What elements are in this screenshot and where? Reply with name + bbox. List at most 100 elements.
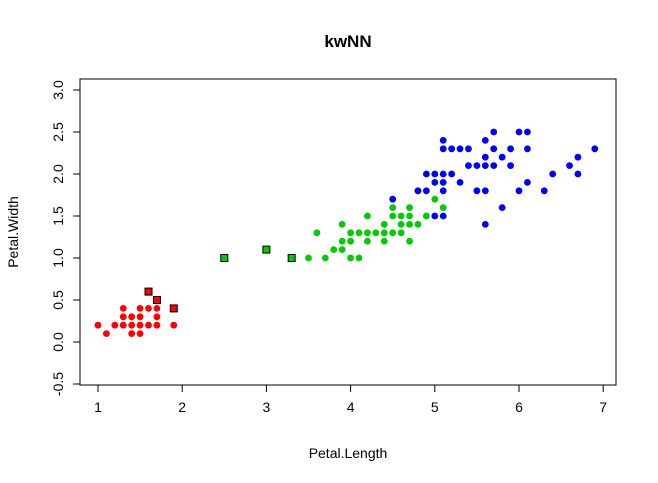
data-point bbox=[347, 254, 354, 262]
data-point bbox=[439, 170, 447, 178]
data-point bbox=[439, 187, 447, 195]
data-point bbox=[103, 330, 110, 337]
data-point bbox=[119, 305, 127, 312]
y-tick-label: 0.0 bbox=[50, 332, 66, 352]
data-point bbox=[94, 321, 102, 329]
data-point bbox=[136, 321, 144, 329]
data-point bbox=[128, 330, 136, 337]
data-point bbox=[465, 145, 472, 153]
data-point bbox=[515, 187, 523, 195]
data-point bbox=[481, 187, 489, 195]
x-tick-label: 6 bbox=[515, 399, 523, 415]
data-point-square bbox=[287, 254, 296, 262]
data-point bbox=[153, 321, 161, 329]
x-tick-label: 2 bbox=[178, 399, 186, 415]
data-point bbox=[574, 170, 582, 178]
data-point bbox=[524, 145, 531, 153]
data-point bbox=[136, 330, 144, 337]
data-point bbox=[321, 254, 329, 262]
data-point bbox=[389, 204, 397, 212]
data-point bbox=[431, 179, 439, 186]
data-point bbox=[313, 229, 321, 237]
x-tick-label: 7 bbox=[599, 399, 607, 415]
y-tick-label: 0.5 bbox=[50, 290, 66, 310]
y-tick-label: 2.5 bbox=[50, 122, 66, 142]
data-point bbox=[389, 229, 397, 237]
plot-frame bbox=[79, 78, 617, 386]
data-point bbox=[456, 145, 464, 153]
data-point bbox=[364, 229, 371, 237]
data-point bbox=[338, 237, 346, 245]
data-point bbox=[439, 204, 447, 212]
data-point bbox=[465, 162, 472, 170]
data-point bbox=[145, 305, 152, 312]
data-point bbox=[498, 153, 506, 161]
data-point bbox=[524, 179, 531, 186]
y-axis: -0.5 0.0 0.5 1.0 1.5 2.0 2.5 3.0 bbox=[50, 80, 80, 396]
data-point bbox=[574, 153, 582, 161]
data-point bbox=[448, 145, 456, 153]
data-point bbox=[397, 212, 405, 220]
data-point bbox=[136, 305, 144, 312]
chart-title: kwNN bbox=[324, 32, 371, 51]
x-axis: 1 2 3 4 5 6 7 bbox=[94, 385, 607, 415]
data-point-square bbox=[220, 254, 229, 262]
data-point bbox=[364, 237, 371, 245]
data-point bbox=[305, 254, 312, 262]
data-point bbox=[389, 195, 397, 203]
data-point bbox=[136, 313, 144, 321]
data-point bbox=[422, 170, 430, 178]
data-point bbox=[153, 313, 161, 321]
data-point bbox=[380, 221, 388, 228]
data-point bbox=[355, 254, 363, 262]
data-point bbox=[347, 237, 354, 245]
data-point bbox=[338, 246, 346, 254]
data-point bbox=[524, 128, 531, 136]
data-point bbox=[389, 212, 397, 220]
x-tick-label: 1 bbox=[94, 399, 102, 415]
data-points bbox=[94, 128, 599, 337]
data-point bbox=[170, 321, 178, 329]
data-point bbox=[507, 162, 514, 170]
data-point bbox=[456, 179, 464, 186]
y-tick-label: 2.0 bbox=[50, 164, 66, 184]
data-point bbox=[111, 321, 119, 329]
data-point bbox=[490, 145, 498, 153]
data-point bbox=[422, 187, 430, 195]
data-point bbox=[355, 229, 363, 237]
data-point bbox=[439, 145, 447, 153]
data-point bbox=[372, 229, 380, 237]
data-point bbox=[431, 195, 439, 203]
data-point bbox=[406, 237, 413, 245]
data-point bbox=[406, 212, 413, 220]
data-point bbox=[338, 221, 346, 228]
data-point-square bbox=[169, 304, 178, 313]
x-tick-label: 4 bbox=[347, 399, 355, 415]
data-point bbox=[439, 212, 447, 220]
data-point bbox=[128, 321, 136, 329]
data-point bbox=[422, 212, 430, 220]
data-point-square bbox=[262, 245, 271, 254]
data-point bbox=[540, 187, 548, 195]
data-point bbox=[439, 179, 447, 186]
data-point bbox=[473, 162, 481, 170]
data-point bbox=[347, 229, 354, 237]
data-point-square bbox=[152, 296, 161, 304]
y-axis-label: Petal.Width bbox=[5, 196, 21, 268]
data-point bbox=[481, 221, 489, 228]
data-point bbox=[490, 162, 498, 170]
data-point bbox=[473, 187, 481, 195]
data-point bbox=[364, 212, 371, 220]
data-point bbox=[145, 321, 152, 329]
data-point bbox=[507, 145, 514, 153]
data-point bbox=[431, 212, 439, 220]
data-point bbox=[397, 229, 405, 237]
y-tick-label: 3.0 bbox=[50, 80, 66, 100]
data-point bbox=[128, 313, 136, 321]
data-point bbox=[481, 162, 489, 170]
data-point bbox=[119, 321, 127, 329]
data-point bbox=[549, 170, 557, 178]
data-point bbox=[397, 221, 405, 228]
data-point bbox=[439, 137, 447, 144]
